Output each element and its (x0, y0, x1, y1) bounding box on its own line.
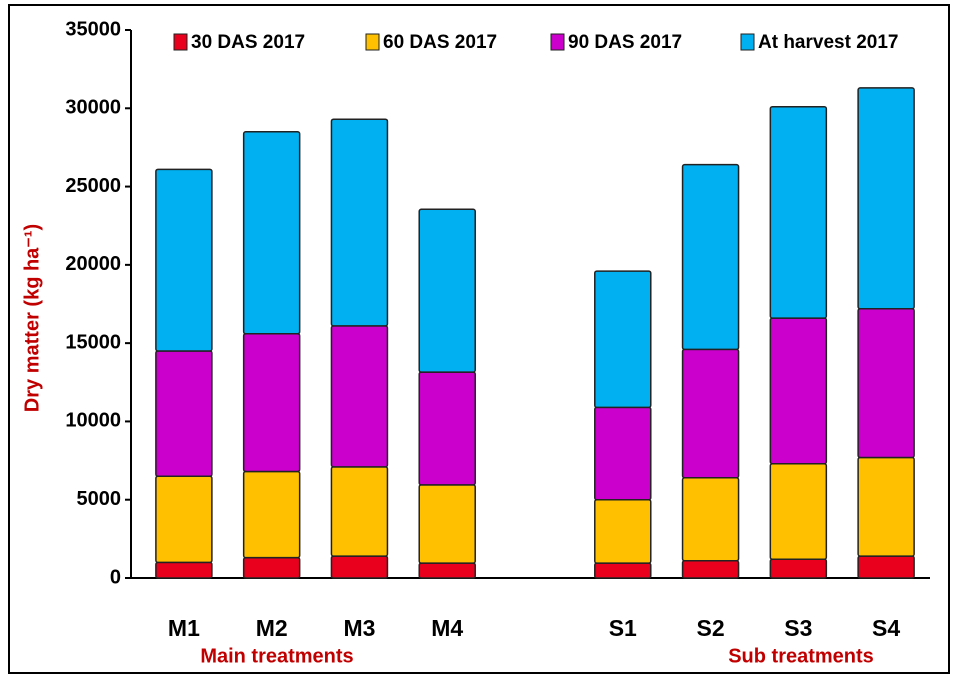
legend-swatch (550, 33, 565, 51)
legend-swatch (173, 33, 188, 51)
bar-segment (594, 562, 652, 579)
bar-segment (769, 105, 828, 319)
bar-segment (418, 484, 476, 564)
bar-segment (330, 555, 389, 579)
y-tick-label: 25000 (65, 175, 121, 197)
bar-segment (857, 555, 915, 579)
group-label: Sub treatments (728, 645, 874, 667)
bar-segment (857, 307, 915, 459)
x-tick-label: M1 (168, 615, 200, 641)
bar-segment (857, 87, 915, 310)
bar-segment (155, 561, 213, 579)
x-tick-label: S2 (696, 615, 724, 641)
bar-segment (594, 270, 652, 409)
bar-segment (242, 556, 301, 579)
bar-segment (681, 477, 740, 562)
bar-segment (594, 406, 652, 501)
legend-label: 30 DAS 2017 (191, 32, 305, 53)
bar-segment (681, 163, 740, 351)
bar-segment (242, 332, 301, 473)
x-tick-label: S3 (784, 615, 812, 641)
bar-segment (155, 168, 213, 352)
legend-label: At harvest 2017 (758, 32, 898, 53)
bar-segment (242, 131, 301, 335)
bar-segment (769, 558, 828, 579)
bar-segment (330, 118, 389, 327)
x-tick-label: S4 (872, 615, 900, 641)
x-tick-label: M2 (256, 615, 288, 641)
legend-swatch (740, 33, 755, 51)
bar-segment (769, 317, 828, 465)
bar-segment (857, 456, 915, 557)
bar-segment (681, 560, 740, 579)
bar-segment (769, 462, 828, 560)
y-tick-label: 30000 (65, 97, 121, 119)
x-tick-label: S1 (609, 615, 637, 641)
legend-label: 90 DAS 2017 (568, 32, 682, 53)
y-tick-label: 0 (110, 566, 121, 588)
frame (8, 4, 950, 674)
bar-segment (242, 470, 301, 559)
bar-segment (418, 208, 476, 373)
bar-segment (330, 466, 389, 557)
legend-swatch (365, 33, 380, 51)
bar-segment (594, 498, 652, 564)
y-tick-label: 20000 (65, 253, 121, 275)
bar-segment (418, 562, 476, 579)
bar-segment (681, 348, 740, 479)
x-tick-label: M4 (431, 615, 463, 641)
y-tick-label: 15000 (65, 331, 121, 353)
y-axis-label: Dry matter (kg ha⁻¹) (21, 224, 43, 412)
y-tick-label: 5000 (77, 488, 122, 510)
bar-segment (418, 371, 476, 486)
bar-segment (155, 475, 213, 564)
x-tick-label: M3 (343, 615, 375, 641)
bar-segment (155, 350, 213, 477)
bar-segment (330, 325, 389, 468)
y-tick-label: 10000 (65, 410, 121, 432)
group-label: Main treatments (200, 645, 353, 667)
y-tick-label: 35000 (65, 18, 121, 40)
legend-label: 60 DAS 2017 (383, 32, 497, 53)
